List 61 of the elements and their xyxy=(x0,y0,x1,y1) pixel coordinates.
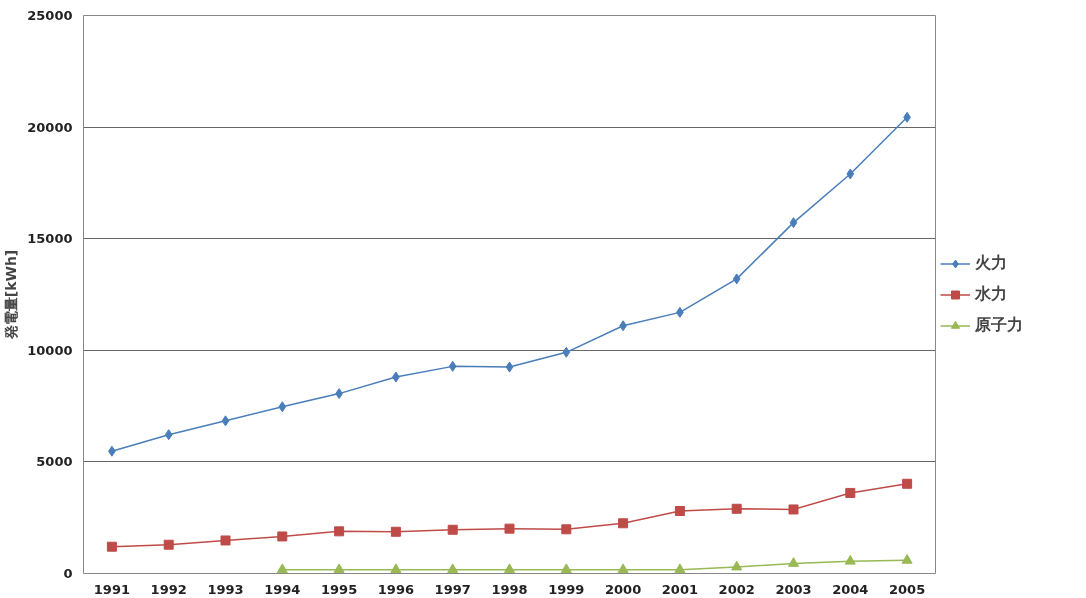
point xyxy=(164,429,173,441)
point xyxy=(447,524,458,535)
y-tick-label: 20000 xyxy=(27,119,73,135)
point xyxy=(562,346,571,358)
x-tick-label: 1994 xyxy=(264,581,301,597)
point xyxy=(845,487,856,498)
y-tick-label: 0 xyxy=(63,566,73,581)
point xyxy=(390,526,401,537)
point xyxy=(163,539,174,550)
x-tick-label: 2003 xyxy=(775,581,812,597)
point xyxy=(732,273,741,285)
point xyxy=(560,563,572,574)
point xyxy=(390,563,402,574)
x-tick-label: 1996 xyxy=(377,581,414,597)
x-tick-label: 2005 xyxy=(889,581,926,597)
point xyxy=(674,506,685,516)
point xyxy=(901,554,913,564)
point xyxy=(844,554,856,565)
y-tick-label: 25000 xyxy=(27,8,73,23)
x-tick-label: 1995 xyxy=(321,581,358,597)
y-axis-title: 発電量[kWh] xyxy=(3,249,20,341)
point xyxy=(788,557,799,567)
point xyxy=(504,563,515,574)
point xyxy=(846,168,855,180)
x-tick-label: 1993 xyxy=(207,581,244,597)
point xyxy=(106,541,117,552)
x-tick-label: 2000 xyxy=(605,581,642,597)
legend-label: 火力 xyxy=(975,252,1007,274)
point xyxy=(617,563,629,574)
point xyxy=(334,526,345,537)
point xyxy=(618,518,629,529)
point xyxy=(788,504,799,515)
point xyxy=(902,478,913,489)
x-tick-label: 1992 xyxy=(150,581,187,597)
point xyxy=(561,524,572,535)
x-tick-label: 1999 xyxy=(548,581,585,597)
point xyxy=(278,401,287,413)
point xyxy=(276,563,288,574)
point xyxy=(277,531,288,542)
point xyxy=(505,361,514,373)
point xyxy=(504,523,515,534)
point xyxy=(731,503,742,514)
x-tick-label: 2001 xyxy=(661,581,698,597)
point xyxy=(448,360,457,372)
y-tick-label: 10000 xyxy=(27,342,73,358)
legend-label: 原子力 xyxy=(975,314,1023,336)
y-tick-label: 5000 xyxy=(36,454,73,470)
legend-label: 水力 xyxy=(975,283,1007,305)
point xyxy=(674,563,686,574)
point xyxy=(447,563,459,574)
point xyxy=(333,563,345,574)
x-tick-label: 2002 xyxy=(718,581,755,597)
point xyxy=(789,217,798,229)
point xyxy=(221,415,230,427)
x-tick-label: 1997 xyxy=(434,581,471,597)
x-tick-label: 1998 xyxy=(491,581,528,597)
point xyxy=(731,560,743,571)
x-tick-label: 2004 xyxy=(832,581,869,597)
y-tick-label: 15000 xyxy=(27,231,73,247)
point xyxy=(220,535,231,546)
x-tick-label: 1991 xyxy=(93,581,130,597)
